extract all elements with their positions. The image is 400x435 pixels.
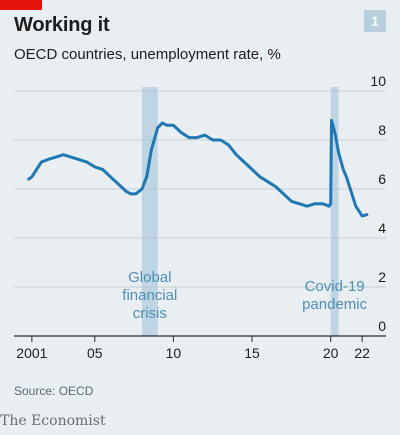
x-tick-label-2015: 15 (244, 345, 260, 361)
shaded-region-2 (330, 87, 339, 336)
annotation-1-line-3: crisis (133, 305, 167, 322)
brand-wordmark: The Economist (0, 413, 106, 429)
x-tick-label-2022: 22 (354, 345, 370, 361)
brand-red-tag (0, 0, 42, 10)
y-tick-label-8: 8 (378, 122, 386, 138)
x-tick-label-2005: 05 (87, 345, 103, 361)
chart-number-badge: 1 (364, 10, 386, 32)
x-tick-label-2020: 20 (323, 345, 339, 361)
y-tick-label-4: 4 (378, 220, 386, 236)
annotation-1-line-1: Global (128, 269, 171, 286)
series-line-unemployment (27, 118, 369, 218)
chart-area: 0 2 4 6 8 10 2001 05 10 15 20 22 Globalfinancialcris… (14, 73, 386, 361)
annotation-2-line-1: Covid-19 (305, 278, 365, 295)
annotation-1-line-2: financial (122, 287, 177, 304)
source-note: Source: OECD (14, 384, 94, 398)
y-tick-label-6: 6 (378, 171, 386, 187)
y-tick-label-10: 10 (370, 73, 386, 89)
x-tick-label-2010: 10 (166, 345, 182, 361)
chart-subtitle: OECD countries, unemployment rate, % (14, 46, 281, 63)
chart-title: Working it (14, 14, 110, 36)
y-tick-label-0: 0 (378, 318, 386, 334)
annotation-2-line-2: pandemic (302, 296, 368, 313)
x-tick-label-2001: 2001 (16, 345, 47, 361)
y-tick-label-2: 2 (378, 269, 386, 285)
shaded-region-1 (141, 87, 158, 336)
